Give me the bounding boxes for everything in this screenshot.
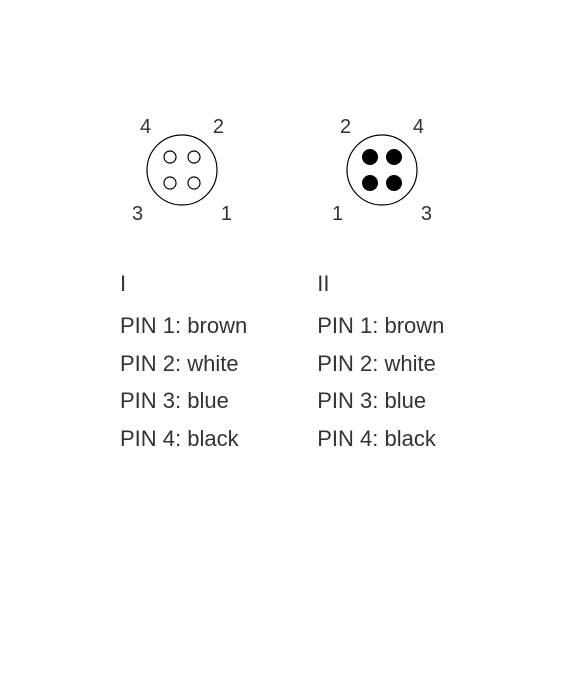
pin4-num: 4 xyxy=(163,426,175,451)
pin-list-1-row: PIN 2: white xyxy=(120,345,247,382)
connector-2-label-bl: 1 xyxy=(332,203,343,226)
pin1-color: brown xyxy=(187,313,247,338)
connector-2: 2 4 1 3 xyxy=(322,110,442,230)
pin2-color: white xyxy=(187,351,238,376)
pin4b-num: 4 xyxy=(360,426,372,451)
pin2-num: 2 xyxy=(163,351,175,376)
pin3-color: blue xyxy=(187,388,229,413)
pin-list-1-heading: I xyxy=(120,265,247,302)
pin3-num: 3 xyxy=(163,388,175,413)
pin-list-1-row: PIN 1: brown xyxy=(120,307,247,344)
pin-list-2-row: PIN 4: black xyxy=(317,420,444,457)
connector-2-label-tl: 2 xyxy=(340,116,351,139)
connector-1-label-bl: 3 xyxy=(132,203,143,226)
pin2b-num: 2 xyxy=(360,351,372,376)
pin-list-2-row: PIN 2: white xyxy=(317,345,444,382)
pin3b-color: blue xyxy=(384,388,426,413)
pin1b-num: 1 xyxy=(360,313,372,338)
pin4b-color: black xyxy=(384,426,435,451)
pin1b-color: brown xyxy=(384,313,444,338)
connector-1-label-tr: 2 xyxy=(213,116,224,139)
pin-list-1-row: PIN 4: black xyxy=(120,420,247,457)
pin-list-2-heading: II xyxy=(317,265,444,302)
connector-diagrams: 4 2 3 1 2 4 1 3 xyxy=(0,110,564,230)
pin2b-color: white xyxy=(384,351,435,376)
connector-2-label-br: 3 xyxy=(421,203,432,226)
pin-list-2: II PIN 1: brown PIN 2: white PIN 3: blue… xyxy=(317,265,444,457)
pin1-num: 1 xyxy=(163,313,175,338)
pin-list-1: I PIN 1: brown PIN 2: white PIN 3: blue … xyxy=(120,265,247,457)
connector-1-label-tl: 4 xyxy=(140,116,151,139)
pin4-color: black xyxy=(187,426,238,451)
connector-1-label-br: 1 xyxy=(221,203,232,226)
pin-list-2-row: PIN 3: blue xyxy=(317,382,444,419)
connector-1: 4 2 3 1 xyxy=(122,110,242,230)
pin-lists: I PIN 1: brown PIN 2: white PIN 3: blue … xyxy=(120,265,564,457)
connector-2-label-tr: 4 xyxy=(413,116,424,139)
pin-list-2-row: PIN 1: brown xyxy=(317,307,444,344)
pin3b-num: 3 xyxy=(360,388,372,413)
pin-list-1-row: PIN 3: blue xyxy=(120,382,247,419)
